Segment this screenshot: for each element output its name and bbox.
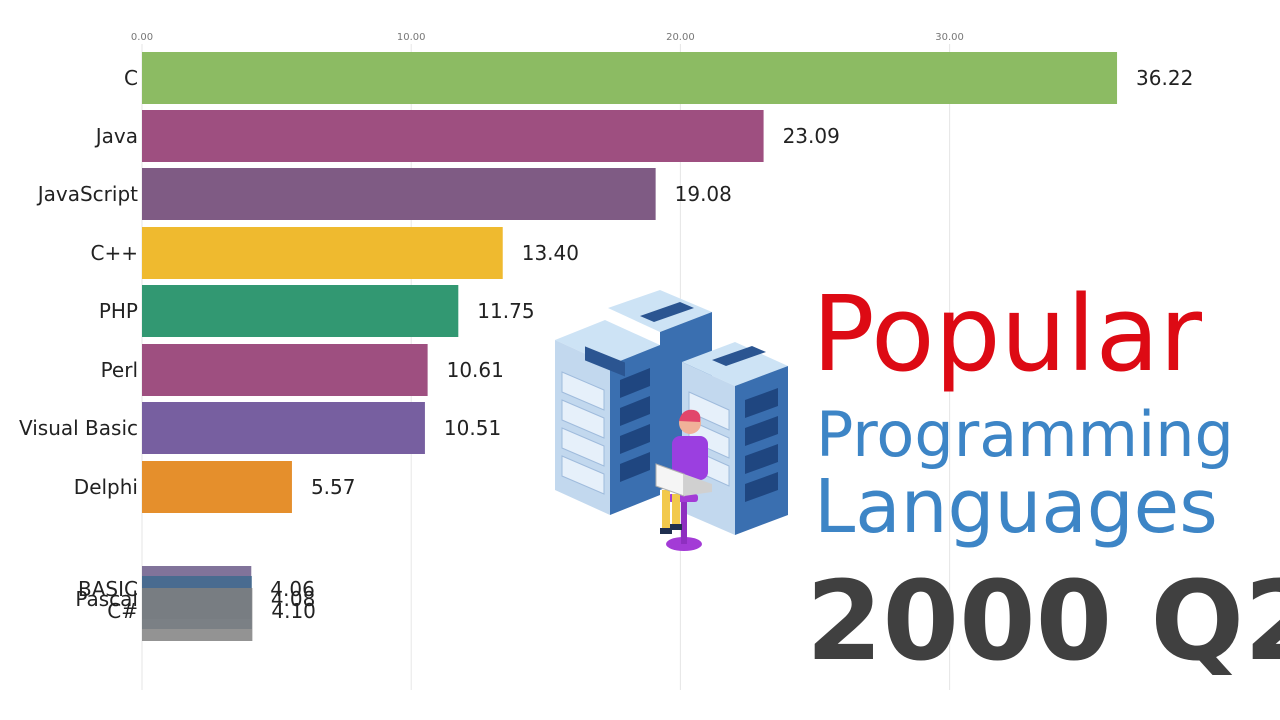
bar (142, 52, 1118, 104)
x-tick-label: 0.00 (131, 32, 153, 43)
value-label: 4.06 (270, 577, 315, 601)
value-label: 4.10 (271, 599, 316, 623)
value-label: 5.57 (311, 475, 356, 499)
bar (142, 227, 503, 279)
category-label: C (124, 66, 138, 90)
category-label: JavaScript (36, 182, 138, 206)
category-label: PHP (99, 299, 138, 323)
bar (142, 402, 425, 454)
value-label: 4.08 (271, 587, 316, 611)
category-label: Delphi (74, 475, 138, 499)
category-label: BASIC (78, 577, 138, 601)
category-label: Perl (101, 358, 138, 382)
server-racks-illustration (555, 290, 788, 551)
bar (142, 461, 292, 513)
category-label: Visual Basic (19, 416, 138, 440)
x-tick-label: 30.00 (935, 32, 964, 43)
category-label: Pascal (75, 587, 138, 611)
person-with-laptop-icon (655, 409, 712, 551)
bar (142, 110, 764, 162)
bar (142, 588, 253, 641)
category-label: C# (107, 599, 138, 623)
value-label: 36.22 (1136, 66, 1193, 90)
x-tick-label: 20.00 (666, 32, 695, 43)
value-label: 10.51 (444, 416, 501, 440)
x-tick-label: 10.00 (397, 32, 426, 43)
value-label: 11.75 (477, 299, 534, 323)
title-popular: Popular (812, 273, 1202, 395)
value-label: 13.40 (522, 241, 579, 265)
value-label: 19.08 (675, 182, 732, 206)
period-label: 2000 Q2 (806, 557, 1280, 685)
title-languages: Languages (814, 464, 1218, 550)
bar (142, 285, 459, 337)
value-label: 10.61 (447, 358, 504, 382)
bar (142, 344, 428, 396)
category-label: Java (94, 124, 138, 148)
category-label: C++ (91, 241, 138, 265)
bar (142, 168, 656, 220)
title-programming: Programming (816, 398, 1234, 471)
value-label: 23.09 (783, 124, 840, 148)
